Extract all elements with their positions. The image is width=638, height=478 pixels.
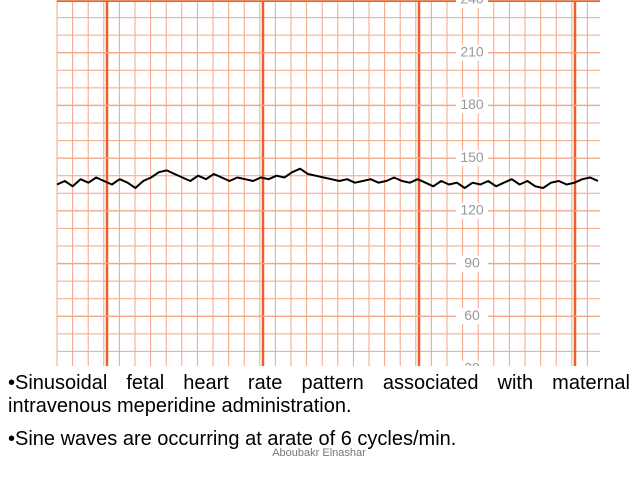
- y-tick-label: 180: [460, 96, 484, 112]
- y-tick-label: 210: [460, 43, 484, 59]
- tick-label-bg: [456, 0, 488, 8]
- tick-label-bg: [456, 361, 488, 366]
- y-tick-label: 60: [464, 307, 480, 323]
- tick-label-bg: [456, 202, 488, 219]
- tick-label-bg: [456, 150, 488, 167]
- bullet-text: •Sine waves are occurring at arate of 6 …: [8, 428, 457, 450]
- tick-label-bg: [456, 97, 488, 114]
- y-tick-label: 90: [464, 254, 480, 270]
- bullet-text: •Sinusoidal fetal heart rate pattern ass…: [8, 372, 630, 417]
- heart-rate-trace: [56, 167, 599, 189]
- footer: Aboubakr Elnashar: [272, 447, 366, 459]
- y-tick-label: 30: [464, 360, 480, 366]
- y-tick-label: 120: [460, 202, 484, 218]
- tick-label-bg: [456, 308, 488, 325]
- tick-label-bg: [456, 44, 488, 61]
- y-tick-label: 150: [460, 149, 484, 165]
- tick-label-bg: [456, 255, 488, 272]
- y-tick-label: 240: [460, 0, 484, 7]
- chart: 30 60 90 120 150 180 210 240: [56, 0, 600, 366]
